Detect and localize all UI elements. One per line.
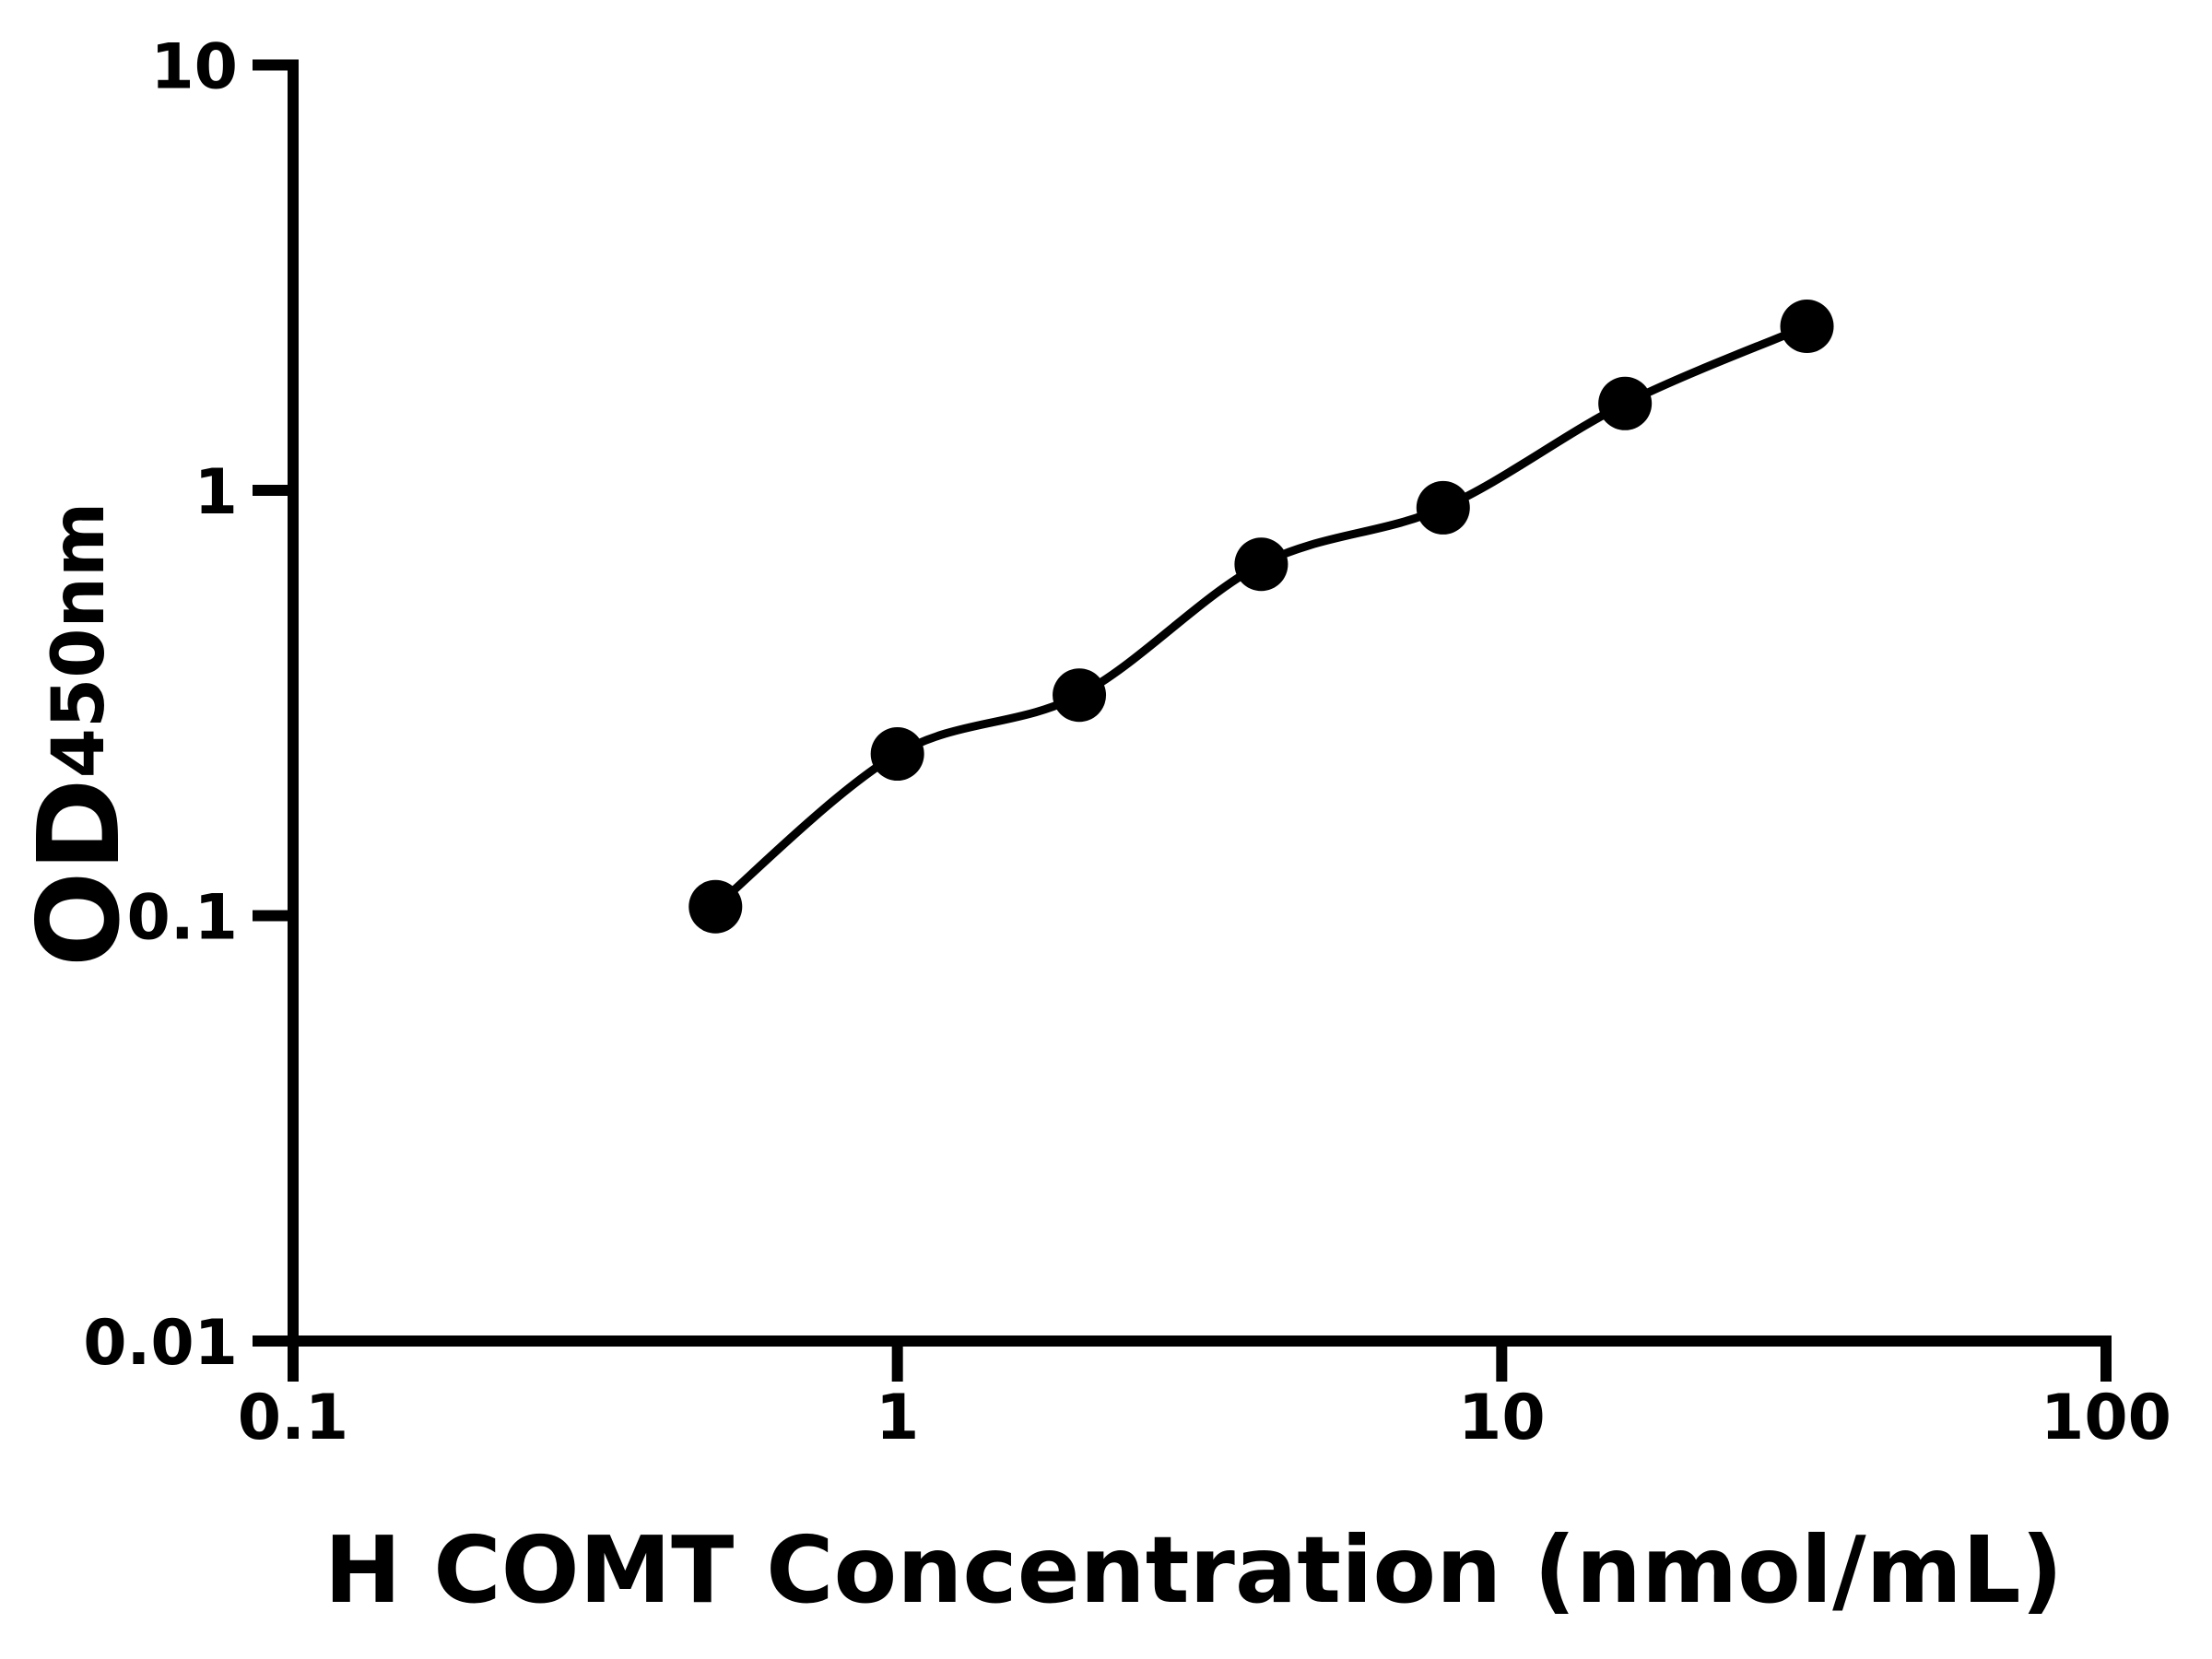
y-tick-label: 0.01 [83,1307,238,1380]
data-point [1053,668,1107,723]
data-point [1598,376,1653,430]
axis-spine [288,59,2112,1347]
y-axis-title-subscript: 450nm [38,502,121,779]
x-tick-label: 0.1 [238,1382,348,1454]
axes [288,59,2112,1347]
x-tick-label: 100 [2041,1382,2171,1454]
y-axis-title-main: OD [14,778,145,967]
y-axis-title: OD450nm [14,502,145,968]
data-point [1416,480,1470,535]
x-axis-title: H COMT Concentration (nmol/mL) [324,1516,2064,1624]
data-point [688,879,743,934]
ticks [253,59,2112,1382]
data-point [870,727,924,782]
data-points-group [688,300,1834,934]
y-tick-label: 10 [150,31,238,104]
x-tick-label: 10 [1458,1382,1546,1454]
data-point [1234,537,1288,592]
data-point [1780,300,1834,354]
y-tick-label: 1 [194,456,238,529]
y-tick-label: 0.1 [127,882,238,955]
x-tick-label: 1 [876,1382,919,1454]
